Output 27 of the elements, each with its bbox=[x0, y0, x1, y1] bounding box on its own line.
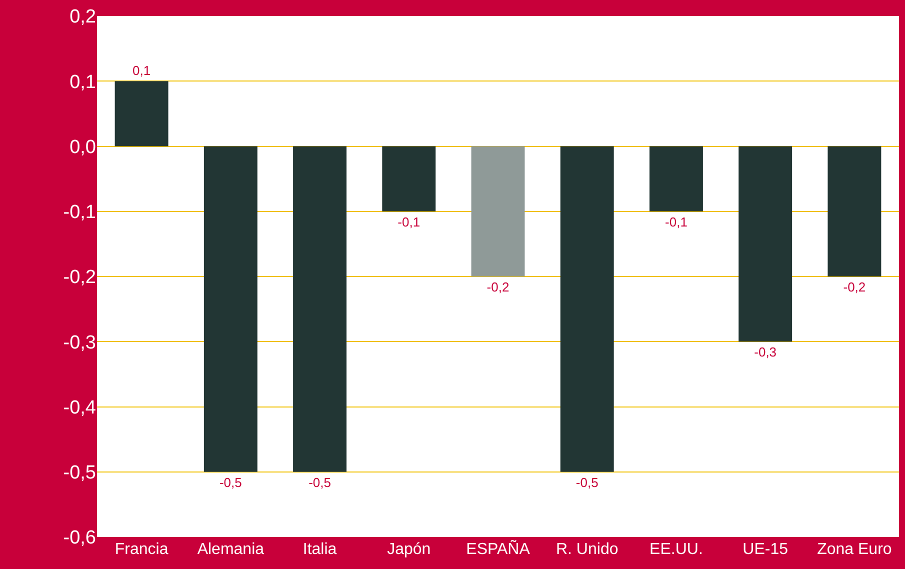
data-label: -0,5 bbox=[308, 474, 331, 490]
y-tick-label: -0,4 bbox=[63, 397, 96, 418]
y-tick-label: -0,1 bbox=[63, 202, 96, 224]
y-tick-label: -0,5 bbox=[63, 462, 96, 484]
x-tick-label: Zona Euro bbox=[817, 541, 892, 558]
y-tick-label: -0,6 bbox=[63, 528, 96, 549]
x-tick-label: Alemania bbox=[197, 541, 264, 558]
data-label: -0,5 bbox=[219, 474, 242, 490]
x-tick-label: EE.UU. bbox=[650, 541, 703, 558]
data-label: -0,2 bbox=[843, 280, 866, 294]
y-tick-label: -0,3 bbox=[63, 332, 96, 354]
y-tick-label: 0,0 bbox=[70, 136, 96, 158]
x-tick-label: Francia bbox=[114, 541, 168, 558]
data-label: -0,1 bbox=[665, 214, 688, 230]
y-tick-label: 0,2 bbox=[70, 6, 96, 28]
x-tick-label: Japón bbox=[387, 541, 431, 558]
data-label: -0,1 bbox=[398, 214, 420, 230]
x-tick-label: Italia bbox=[302, 541, 337, 558]
y-tick-label: -0,2 bbox=[63, 267, 96, 288]
x-tick-label: R. Unido bbox=[556, 541, 618, 558]
x-tick-label: ESPAÑA bbox=[466, 539, 530, 558]
y-tick-label: 0,1 bbox=[70, 72, 96, 93]
data-label: -0,2 bbox=[486, 280, 510, 294]
x-tick-label: UE-15 bbox=[742, 541, 788, 558]
data-label: 0,1 bbox=[132, 63, 151, 78]
data-label: -0,5 bbox=[576, 474, 598, 490]
data-label: -0,3 bbox=[754, 344, 777, 360]
